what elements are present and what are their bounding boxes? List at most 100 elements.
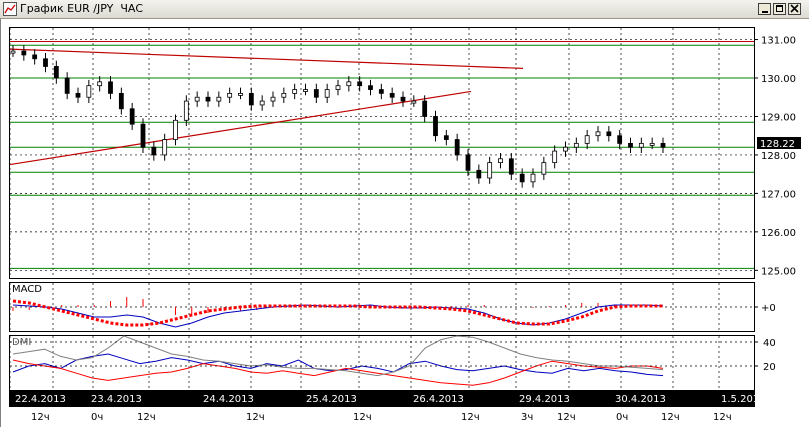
price-tick-label: 129.00 xyxy=(761,112,796,123)
candle-body xyxy=(227,92,233,98)
macd-signal-line xyxy=(12,299,663,327)
candle-body xyxy=(606,131,612,137)
candle-body xyxy=(21,50,27,56)
candle-body xyxy=(552,150,558,164)
macd-label: MACD xyxy=(12,284,42,295)
hour-label: 12ч xyxy=(246,412,265,423)
macd-lines xyxy=(10,297,758,328)
candle-body xyxy=(498,158,503,164)
candle-body xyxy=(563,146,568,152)
chart-canvas[interactable]: MACD +0 DMI 131.00 130.00 129.00 128.00 127.… xyxy=(1,19,809,427)
price-tick-label: 127.00 xyxy=(761,189,796,200)
candle-body xyxy=(346,81,352,87)
candle-body xyxy=(10,50,16,54)
candle-body xyxy=(64,77,70,94)
current-price: 128.22 xyxy=(760,139,795,150)
maximize-icon xyxy=(776,5,783,12)
candle-body xyxy=(32,54,38,60)
candle-body xyxy=(617,135,623,144)
price-panel xyxy=(9,27,755,279)
hour-label: 12ч xyxy=(137,412,156,423)
date-axis-band xyxy=(9,391,755,407)
date-label: 29.4.2013 xyxy=(519,394,570,405)
candle-body xyxy=(422,100,428,117)
candle-body xyxy=(411,100,417,104)
candle-body xyxy=(151,146,157,156)
candle-body xyxy=(649,142,655,146)
window-title: График EUR /JPY ЧАС xyxy=(20,2,144,15)
candle-body xyxy=(660,142,666,148)
date-label: 25.4.2013 xyxy=(306,394,357,405)
hour-label: 3ч xyxy=(521,412,533,423)
candle-body xyxy=(173,119,178,140)
current-price-tag xyxy=(757,137,801,149)
candle-body xyxy=(530,173,536,183)
candle-body xyxy=(270,96,276,102)
chart-area[interactable]: MACD +0 DMI 131.00 130.00 129.00 128.00 127.… xyxy=(0,19,809,427)
hour-label: 0ч xyxy=(91,412,103,423)
support-resistance-lines xyxy=(10,44,754,269)
candle-body xyxy=(259,100,265,106)
trendlines xyxy=(9,40,754,166)
date-label: 22.4.2013 xyxy=(15,394,66,405)
minimize-button[interactable] xyxy=(758,3,771,15)
candle-body xyxy=(584,135,590,144)
candle-body xyxy=(97,81,103,87)
date-label: 23.4.2013 xyxy=(91,394,142,405)
candle-body xyxy=(205,96,211,102)
candle-body xyxy=(292,89,298,94)
maximize-button[interactable] xyxy=(773,3,786,15)
chart-app-icon xyxy=(3,2,17,16)
chart-grid xyxy=(9,28,754,390)
date-label: 30.4.2013 xyxy=(615,394,666,405)
dmi-lines xyxy=(12,335,664,386)
date-label: 24.4.2013 xyxy=(203,394,254,405)
date-label: 26.4.2013 xyxy=(413,394,464,405)
price-tick-label: 131.00 xyxy=(761,36,796,47)
candle-body xyxy=(75,92,81,98)
candle-body xyxy=(162,139,168,156)
candle-body xyxy=(86,85,92,98)
price-tick-label: 130.00 xyxy=(761,74,796,85)
candle-body xyxy=(465,154,471,171)
price-tick-label: 126.00 xyxy=(761,228,796,239)
adx-line xyxy=(12,335,664,377)
candle-body xyxy=(313,89,319,98)
dmi-label: DMI xyxy=(12,337,31,348)
date-label: 1.5.2013 xyxy=(721,394,766,405)
candle-body xyxy=(378,89,384,94)
close-button[interactable] xyxy=(788,3,801,15)
candle-body xyxy=(129,108,135,125)
candle-body xyxy=(595,131,601,137)
candle-body xyxy=(238,92,243,96)
hour-label: 12ч xyxy=(461,412,480,423)
candle-body xyxy=(324,89,330,98)
candle-body xyxy=(508,158,514,175)
candle-body xyxy=(519,173,525,183)
hour-label: 12ч xyxy=(353,412,372,423)
macd-line xyxy=(12,304,664,328)
price-tick-label: 128.00 xyxy=(761,151,796,162)
axis-labels: MACD +0 DMI xyxy=(12,284,776,348)
candle-body xyxy=(194,96,200,102)
candle-body xyxy=(400,96,406,102)
window-titlebar[interactable]: График EUR /JPY ЧАС xyxy=(0,0,809,19)
hour-labels: 12ч 0ч 12ч 12ч 12ч 12ч 3ч 12ч 0ч 12ч 12ч xyxy=(31,412,732,423)
candle-body xyxy=(281,92,287,98)
date-labels: 22.4.2013 23.4.2013 24.4.2013 25.4.2013 26.4… xyxy=(15,394,766,405)
candle-body xyxy=(433,116,438,137)
candle-body xyxy=(303,89,308,92)
candle-body xyxy=(335,85,341,90)
candle-body xyxy=(140,123,146,148)
candle-body xyxy=(476,169,482,179)
candle-body xyxy=(43,58,48,67)
candle-body xyxy=(628,142,633,148)
hour-label: 12ч xyxy=(713,412,732,423)
candle-body xyxy=(118,92,124,110)
hour-label: 12ч xyxy=(661,412,680,423)
candle-body xyxy=(248,92,254,106)
dmi-ticks: 40 20 xyxy=(10,338,776,373)
trendline-up xyxy=(9,90,472,166)
dmi-tick-label: 40 xyxy=(763,338,776,349)
minimize-icon xyxy=(762,11,768,13)
